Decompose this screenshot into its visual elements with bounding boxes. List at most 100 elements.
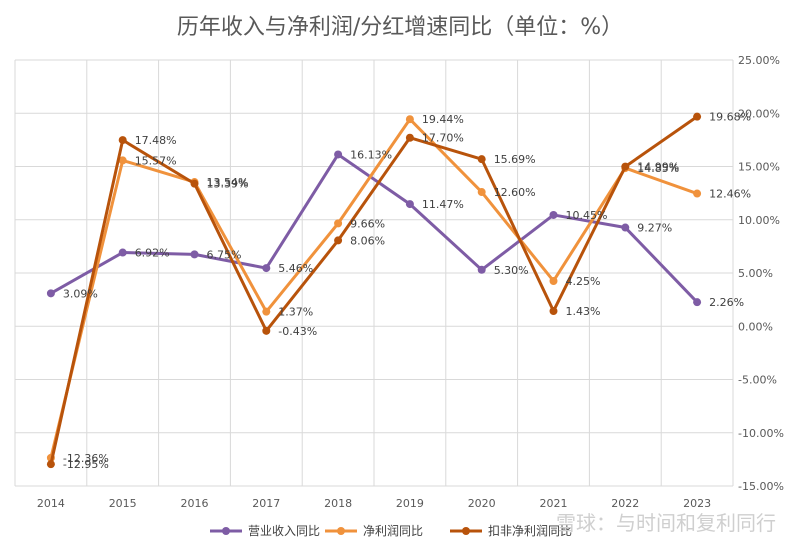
data-point [262, 326, 271, 335]
x-tick-label: 2019 [396, 497, 424, 510]
x-tick-label: 2015 [109, 497, 137, 510]
data-point [405, 200, 414, 209]
data-point [118, 136, 127, 145]
data-point [334, 219, 343, 228]
data-point [693, 298, 702, 307]
data-point [549, 307, 558, 316]
data-label: 13.39% [207, 178, 249, 191]
legend-item: 扣非净利润同比 [450, 524, 572, 538]
series-layer: 3.09% 6.92% 6.75% 5.46% 16.13% 11.47% 5.30% 10.… [46, 111, 751, 472]
y-tick-label: 5.00% [738, 267, 773, 280]
y-axis: 25.00% 20.00% 15.00% 10.00% 5.00% 0.00% -5.00%… [738, 54, 784, 493]
data-label: 4.25% [566, 275, 601, 288]
data-label: -12.36% [63, 452, 109, 465]
data-label: 16.13% [350, 148, 392, 161]
series-3 [46, 112, 702, 469]
data-point [405, 133, 414, 142]
data-point [46, 460, 55, 469]
x-tick-label: 2017 [252, 497, 280, 510]
data-label: 8.06% [350, 234, 385, 247]
series-line [49, 117, 699, 460]
x-tick-label: 2023 [683, 497, 711, 510]
y-tick-label: -15.00% [738, 480, 784, 493]
series-1 [46, 150, 702, 307]
legend-label: 营业收入同比 [248, 524, 320, 538]
data-label: 10.45% [566, 209, 608, 222]
x-tick-label: 2021 [540, 497, 568, 510]
data-point [477, 188, 486, 197]
data-label: 3.09% [63, 287, 98, 300]
data-point [477, 265, 486, 274]
data-point [549, 276, 558, 285]
data-point [405, 115, 414, 124]
data-point [334, 150, 343, 159]
series-line [49, 115, 699, 466]
data-point [693, 112, 702, 121]
data-point [549, 210, 558, 219]
legend-item: 净利润同比 [325, 524, 423, 538]
data-point [190, 179, 199, 188]
data-label: 2.26% [709, 296, 744, 309]
data-label: 17.70% [422, 132, 464, 145]
y-tick-label: 10.00% [738, 214, 780, 227]
data-labels: -12.36% 15.57% 13.54% 1.37% 9.66% 19.44% 12.60… [63, 113, 751, 465]
data-label: 11.47% [422, 198, 464, 211]
data-label: 12.60% [494, 186, 536, 199]
data-label: 5.46% [278, 262, 313, 275]
watermark-text: 雪球：与时间和复利同行 [556, 511, 776, 535]
data-label: 17.48% [135, 134, 177, 147]
data-label: 12.46% [709, 188, 751, 201]
data-point [477, 155, 486, 164]
chart-title: 历年收入与净利润/分红增速同比（单位：%） [177, 15, 623, 40]
data-label: -0.43% [278, 325, 317, 338]
data-point [621, 162, 630, 171]
data-label: 6.92% [135, 247, 170, 260]
data-label: 19.68% [709, 111, 751, 124]
data-labels: 3.09% 6.92% 6.75% 5.46% 16.13% 11.47% 5.30% 10.… [63, 148, 744, 309]
data-point [262, 264, 271, 273]
data-label: 6.75% [207, 248, 242, 261]
data-point [46, 289, 55, 298]
y-tick-label: 15.00% [738, 161, 780, 174]
data-label: 14.99% [637, 161, 679, 174]
y-tick-label: 25.00% [738, 54, 780, 67]
x-tick-label: 2016 [181, 497, 209, 510]
legend: 营业收入同比 净利润同比 扣非净利润同比 [210, 524, 572, 538]
data-point [118, 156, 127, 165]
y-tick-label: -10.00% [738, 427, 784, 440]
x-tick-label: 2018 [324, 497, 352, 510]
legend-swatch-marker [222, 527, 230, 535]
data-point [118, 248, 127, 257]
data-label: 15.69% [494, 153, 536, 166]
legend-swatch-marker [462, 527, 470, 535]
y-tick-label: 20.00% [738, 107, 780, 120]
gridlines [14, 59, 734, 487]
data-point [334, 236, 343, 245]
data-label: 1.43% [566, 305, 601, 318]
data-point [693, 189, 702, 198]
data-label: 5.30% [494, 264, 529, 277]
x-tick-label: 2014 [37, 497, 65, 510]
series-line [49, 152, 699, 304]
data-label: 1.37% [278, 306, 313, 319]
data-point [262, 307, 271, 316]
data-label: -12.95% [63, 458, 109, 471]
data-point [621, 223, 630, 232]
data-label: 19.44% [422, 113, 464, 126]
data-label: 14.85% [637, 162, 679, 175]
data-label: 15.57% [135, 154, 177, 167]
data-labels: -12.95% 17.48% 13.39% -0.43% 8.06% 17.70% 15.6… [63, 111, 751, 472]
legend-label: 净利润同比 [363, 524, 423, 538]
legend-item: 营业收入同比 [210, 524, 320, 538]
data-point [190, 250, 199, 259]
data-label: 9.66% [350, 217, 385, 230]
x-tick-label: 2022 [611, 497, 639, 510]
legend-label: 扣非净利润同比 [488, 524, 572, 538]
legend-swatch-marker [337, 527, 345, 535]
x-axis: 2014 2015 2016 2017 2018 2019 2020 2021 2022 2023 [37, 497, 711, 510]
y-tick-label: -5.00% [738, 374, 777, 387]
y-tick-label: 0.00% [738, 320, 773, 333]
data-label: 9.27% [637, 222, 672, 235]
data-label: 13.54% [207, 176, 249, 189]
